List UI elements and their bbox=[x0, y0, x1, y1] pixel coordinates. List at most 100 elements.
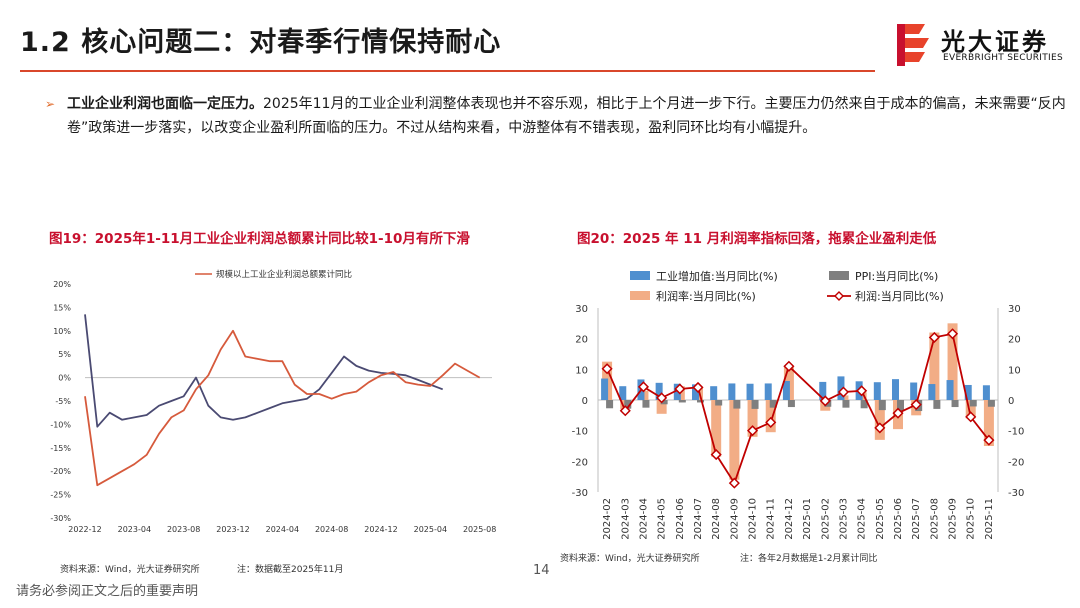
bar-profit-margin bbox=[947, 323, 958, 400]
profit-marker bbox=[656, 392, 668, 404]
figure19-note: 注：数据截至2025年11月 bbox=[237, 565, 344, 575]
x-tick-label: 2024-12 bbox=[784, 498, 795, 540]
bar-profit-margin bbox=[656, 400, 667, 414]
profit-marker bbox=[819, 395, 831, 407]
x-tick-label: 2023-12 bbox=[216, 525, 249, 534]
legend-label: 工业增加值:当月同比(%) bbox=[656, 269, 778, 283]
x-tick-label: 2025-04 bbox=[857, 498, 868, 540]
bullet-arrow-icon: ➢ bbox=[45, 97, 56, 111]
profit-marker bbox=[928, 331, 940, 344]
legend-marker bbox=[834, 291, 844, 301]
profit-marker bbox=[983, 434, 995, 446]
y-tick-label: -20% bbox=[50, 467, 71, 476]
x-tick-label: 2024-09 bbox=[729, 498, 740, 540]
brand-name-cn: 光大证券 bbox=[941, 28, 1049, 56]
profit-marker bbox=[892, 407, 904, 419]
x-tick-label: 2024-03 bbox=[620, 498, 631, 540]
bar-industrial-output bbox=[764, 383, 772, 400]
x-tick-label: 2024-10 bbox=[748, 498, 759, 540]
y-tick-label: 5% bbox=[58, 350, 71, 359]
legend-label: 规模以上工业企业利润总额累计同比 bbox=[216, 269, 352, 280]
y-tick-label-right: 20 bbox=[1008, 335, 1021, 346]
bar-ppi bbox=[787, 400, 795, 408]
y-tick-label: -15% bbox=[50, 444, 71, 453]
bar-ppi bbox=[842, 400, 850, 408]
bar-ppi bbox=[878, 400, 886, 411]
brand-logo: 光大证券 EVERBRIGHT SECURITIES bbox=[893, 20, 1068, 70]
figure20-note: 注：各年2月数据是1-2月累计同比 bbox=[740, 554, 878, 564]
bar-profit-margin bbox=[983, 400, 994, 446]
y-tick-label-right: 0 bbox=[1008, 396, 1014, 407]
y-tick-label: -25% bbox=[50, 491, 71, 500]
profit-marker bbox=[910, 399, 922, 411]
bar-ppi bbox=[642, 400, 650, 408]
bar-industrial-output bbox=[782, 380, 790, 400]
bar-ppi bbox=[969, 400, 977, 407]
bar-industrial-output bbox=[873, 382, 881, 400]
disclaimer: 请务必参阅正文之后的重要声明 bbox=[16, 584, 199, 599]
x-tick-label: 2024-06 bbox=[675, 498, 686, 540]
y-tick-label-left: -20 bbox=[572, 457, 588, 468]
x-tick-label: 2025-07 bbox=[911, 498, 922, 540]
profit-marker bbox=[946, 328, 959, 340]
bar-ppi bbox=[987, 400, 995, 407]
bar-ppi bbox=[624, 400, 632, 409]
y-tick-label: 10% bbox=[53, 327, 71, 336]
y-tick-label-right: -20 bbox=[1008, 457, 1024, 468]
page-title: 1.2 核心问题二：对春季行情保持耐心 bbox=[20, 27, 502, 58]
x-tick-label: 2025-01 bbox=[802, 498, 813, 540]
x-tick-label: 2025-11 bbox=[984, 498, 995, 540]
x-tick-label: 2025-03 bbox=[838, 498, 849, 540]
profit-marker bbox=[856, 385, 868, 397]
profit-marker bbox=[765, 416, 777, 428]
y-tick-label-left: -30 bbox=[572, 488, 588, 499]
bar-ppi bbox=[897, 400, 904, 412]
figure20-title: 图20：2025 年 11 月利润率指标回落，拖累企业盈利走低 bbox=[577, 231, 937, 247]
bar-industrial-output bbox=[982, 385, 990, 400]
x-tick-label: 2025-06 bbox=[893, 498, 904, 540]
x-tick-label: 2023-04 bbox=[118, 525, 151, 534]
x-tick-label: 2024-02 bbox=[602, 498, 613, 540]
bar-ppi bbox=[951, 400, 959, 408]
figure20-source: 资料来源：Wind，光大证券研究所 bbox=[560, 554, 700, 564]
everbright-logo-icon bbox=[893, 20, 933, 70]
bar-industrial-output bbox=[746, 383, 754, 400]
legend-swatch bbox=[630, 271, 650, 280]
y-tick-label: 20% bbox=[53, 280, 71, 289]
x-tick-label: 2022-12 bbox=[68, 525, 101, 534]
y-tick-label-right: 30 bbox=[1008, 304, 1021, 315]
bar-ppi bbox=[733, 400, 741, 409]
bar-industrial-output bbox=[928, 384, 936, 400]
legend-swatch bbox=[630, 291, 650, 300]
bullet-body: 2025年11月的工业企业利润整体表现也并不容乐观，相比于上个月进一步下行。主要… bbox=[67, 96, 1066, 136]
x-tick-label: 2023-08 bbox=[167, 525, 200, 534]
bar-profit-margin bbox=[765, 400, 776, 433]
profit-marker bbox=[710, 449, 722, 461]
y-tick-label: 0% bbox=[58, 374, 71, 383]
y-tick-label-right: -10 bbox=[1008, 427, 1024, 438]
x-tick-label: 2025-05 bbox=[875, 498, 886, 540]
profit-marker bbox=[728, 477, 740, 489]
x-tick-label: 2024-11 bbox=[766, 498, 777, 540]
brand-name-en: EVERBRIGHT SECURITIES bbox=[943, 53, 1063, 63]
bar-ppi bbox=[860, 400, 868, 409]
bar-ppi bbox=[606, 400, 614, 409]
profit-marker bbox=[746, 425, 759, 437]
y-tick-label-left: 0 bbox=[582, 396, 588, 407]
profit-marker bbox=[837, 386, 850, 398]
bullet-lead: 工业企业利润也面临一定压力。 bbox=[67, 96, 263, 112]
figure20-chart: 工业增加值:当月同比(%) PPI:当月同比(%) 利润率:当月同比(%) 利润:当月… bbox=[572, 269, 1025, 540]
bar-industrial-output bbox=[655, 382, 663, 400]
y-tick-label: 15% bbox=[53, 303, 71, 312]
title-underline bbox=[20, 70, 875, 72]
x-tick-label: 2025-08 bbox=[463, 525, 496, 534]
series-line bbox=[84, 314, 444, 428]
y-tick-label: -10% bbox=[50, 420, 71, 429]
bar-ppi bbox=[751, 400, 759, 409]
bar-ppi bbox=[715, 400, 723, 406]
bar-ppi bbox=[697, 400, 704, 403]
bar-ppi bbox=[660, 400, 668, 405]
y-tick-label-right: -30 bbox=[1008, 488, 1024, 499]
y-tick-label-left: -10 bbox=[572, 427, 588, 438]
bar-industrial-output bbox=[892, 379, 899, 400]
